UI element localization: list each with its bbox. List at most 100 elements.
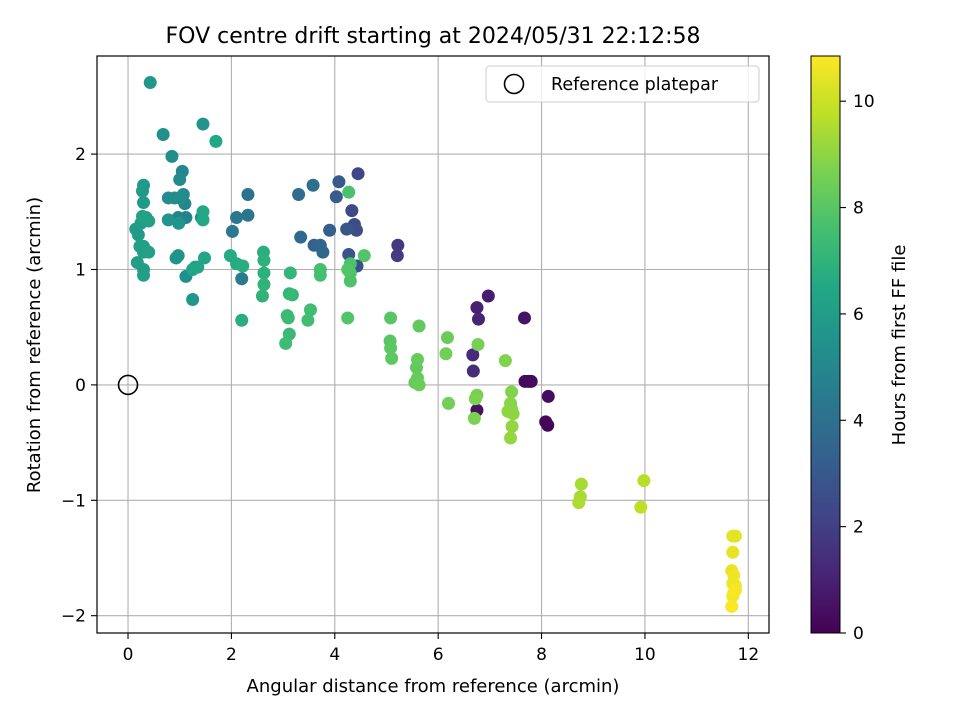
colorbar-tick-label: 0 [853, 624, 864, 644]
data-point [294, 230, 308, 244]
colorbar-label: Hours from first FF file [889, 245, 910, 446]
data-point [236, 259, 250, 273]
data-point [728, 529, 742, 543]
data-point [466, 364, 480, 378]
data-point [235, 313, 249, 327]
data-point [505, 419, 519, 433]
data-point [241, 187, 255, 201]
data-point [165, 149, 179, 163]
y-axis-ticks: −2 −1 0 1 2 [61, 145, 97, 627]
y-tick-label: 2 [75, 145, 86, 165]
reference-point-marker [117, 374, 139, 396]
data-points [129, 76, 742, 613]
data-point [341, 311, 355, 325]
data-point [332, 175, 346, 189]
data-point [468, 392, 482, 406]
data-point [385, 351, 399, 365]
data-point [306, 178, 320, 192]
data-point [506, 407, 520, 421]
data-point [235, 272, 249, 286]
data-point [142, 245, 156, 259]
data-point [412, 319, 426, 333]
data-point [186, 292, 200, 306]
data-point [634, 500, 648, 514]
colorbar-tick-label: 8 [853, 199, 864, 219]
y-tick-label: 1 [75, 260, 86, 280]
data-point [161, 213, 175, 227]
data-point [329, 190, 343, 204]
data-point [349, 223, 363, 237]
data-point [257, 277, 271, 291]
data-point [439, 347, 453, 361]
data-point [466, 348, 480, 362]
y-tick-label: −1 [61, 491, 86, 511]
colorbar-tick-label: 6 [853, 305, 864, 325]
plot-frame [96, 55, 770, 634]
data-point [345, 204, 359, 218]
data-point [725, 599, 739, 613]
colorbar-tick-label: 4 [853, 411, 864, 431]
data-point [255, 289, 269, 303]
legend: Reference platepar [485, 65, 760, 103]
chart-title: FOV centre drift starting at 2024/05/31 … [166, 24, 701, 49]
data-point [257, 253, 271, 267]
data-point [279, 336, 293, 350]
y-tick-label: −2 [61, 607, 86, 627]
data-point [390, 249, 404, 263]
data-point [303, 303, 317, 317]
colorbar-tick-label: 10 [853, 92, 875, 112]
legend-box [485, 65, 760, 103]
colorbar-ticks: 0 2 4 6 8 10 [840, 92, 875, 644]
data-point [505, 385, 519, 399]
x-axis-ticks: 0 2 4 6 8 10 12 [123, 633, 759, 665]
data-point [341, 262, 355, 276]
data-point [198, 251, 212, 265]
y-tick-label: 0 [75, 376, 86, 396]
data-point [137, 268, 151, 282]
data-point [173, 172, 187, 186]
x-tick-label: 4 [329, 645, 340, 665]
data-point [257, 266, 271, 280]
data-point [225, 224, 239, 238]
data-point [440, 331, 454, 345]
data-point [241, 208, 255, 222]
data-point [156, 127, 170, 141]
data-point [498, 354, 512, 368]
grid-lines [97, 56, 769, 633]
data-point [481, 289, 495, 303]
data-point [196, 205, 210, 219]
data-point [301, 313, 315, 327]
x-axis-label: Angular distance from reference (arcmin) [247, 676, 620, 697]
data-point [574, 477, 588, 491]
data-point [384, 311, 398, 325]
data-point [171, 249, 185, 263]
data-point [323, 223, 337, 237]
data-point [342, 185, 356, 199]
data-point [142, 214, 156, 228]
x-tick-label: 6 [433, 645, 444, 665]
data-point [410, 353, 424, 367]
data-point [137, 196, 151, 210]
data-point [357, 249, 371, 263]
data-point [135, 184, 149, 198]
colorbar-tick-label: 2 [853, 518, 864, 538]
x-tick-label: 0 [123, 645, 134, 665]
data-point [539, 415, 553, 429]
data-point [340, 222, 354, 236]
data-point [230, 211, 244, 225]
data-point [517, 311, 531, 325]
data-point [541, 389, 555, 403]
colorbar [810, 55, 841, 634]
data-point [292, 187, 306, 201]
data-point [313, 268, 327, 282]
data-point [727, 586, 741, 600]
x-tick-label: 2 [226, 645, 237, 665]
data-point [391, 238, 405, 252]
data-point [572, 496, 586, 510]
data-point [471, 312, 485, 326]
data-point [191, 260, 205, 274]
legend-label: Reference platepar [551, 75, 719, 95]
data-point [470, 301, 484, 315]
